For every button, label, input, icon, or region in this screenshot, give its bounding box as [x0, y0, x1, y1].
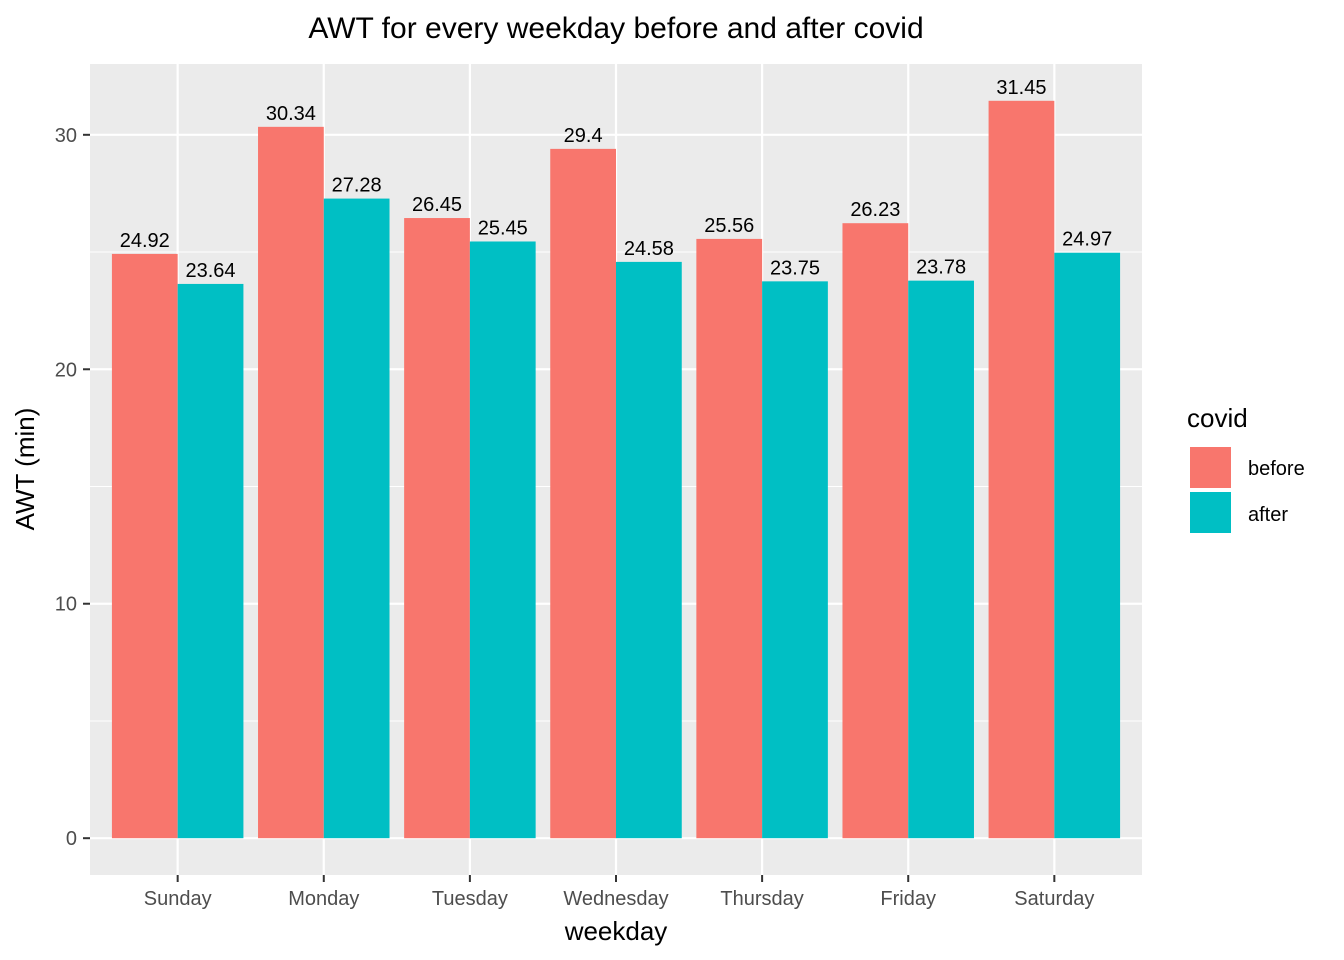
bar-before-tuesday: [404, 218, 470, 839]
x-tick-label-saturday: Saturday: [1014, 888, 1094, 910]
x-tick-label-thursday: Thursday: [720, 888, 803, 910]
bar-before-thursday: [696, 238, 763, 839]
data-label-layer: 24.92 30.34 26.45 29.4 25.56 26.23 31.45 23.64 2…: [120, 77, 1112, 282]
data-label-before-sunday: 24.92: [120, 230, 170, 252]
data-label-after-sunday: 23.64: [186, 260, 236, 282]
x-tick-label-wednesday: Wednesday: [563, 888, 668, 910]
x-axis-title: weekday: [564, 916, 668, 946]
legend: covid before after: [1187, 403, 1305, 535]
legend-key-before: [1188, 445, 1233, 490]
legend-key-after: [1188, 490, 1233, 535]
y-tick-label-0: 0: [66, 828, 77, 850]
x-tick-label-monday: Monday: [288, 888, 359, 910]
bar-before-wednesday: [550, 148, 616, 839]
x-tick-label-tuesday: Tuesday: [432, 888, 508, 910]
bar-before-monday: [258, 126, 324, 839]
chart-title: AWT for every weekday before and after c…: [308, 12, 923, 45]
data-label-before-friday: 26.23: [850, 199, 900, 221]
data-label-before-thursday: 25.56: [704, 215, 754, 237]
bar-after-tuesday: [469, 241, 536, 839]
data-label-before-saturday: 31.45: [996, 77, 1046, 99]
data-label-after-wednesday: 24.58: [624, 238, 674, 260]
data-label-after-tuesday: 25.45: [478, 217, 528, 239]
x-tick-label-sunday: Sunday: [144, 888, 212, 910]
data-label-after-saturday: 24.97: [1062, 229, 1112, 251]
bar-after-saturday: [1054, 252, 1121, 839]
data-label-after-friday: 23.78: [916, 257, 966, 279]
legend-label-before: before: [1248, 458, 1305, 480]
x-tick-label-friday: Friday: [880, 888, 936, 910]
data-label-after-thursday: 23.75: [770, 257, 820, 279]
data-label-after-monday: 27.28: [332, 175, 382, 197]
bar-layer: [111, 100, 1121, 839]
bar-after-friday: [908, 280, 974, 839]
data-label-before-wednesday: 29.4: [564, 125, 603, 147]
y-tick-label-3: 30: [55, 125, 77, 147]
axis-layer: 0 10 20 30 Sunday Monday Tuesday Wednesday Thurs…: [55, 125, 1095, 910]
bar-after-wednesday: [616, 261, 682, 839]
bar-after-sunday: [177, 283, 244, 839]
y-axis-title: AWT (min): [10, 408, 40, 531]
bar-before-saturday: [988, 100, 1055, 839]
bar-before-friday: [842, 223, 909, 839]
data-label-before-tuesday: 26.45: [412, 194, 462, 216]
legend-title: covid: [1187, 403, 1248, 433]
y-tick-label-2: 20: [55, 359, 77, 381]
legend-label-after: after: [1248, 504, 1288, 526]
bar-after-monday: [323, 198, 390, 839]
bar-before-sunday: [111, 253, 178, 839]
data-label-before-monday: 30.34: [266, 103, 316, 125]
y-tick-label-1: 10: [55, 594, 77, 616]
bar-after-thursday: [762, 281, 828, 839]
